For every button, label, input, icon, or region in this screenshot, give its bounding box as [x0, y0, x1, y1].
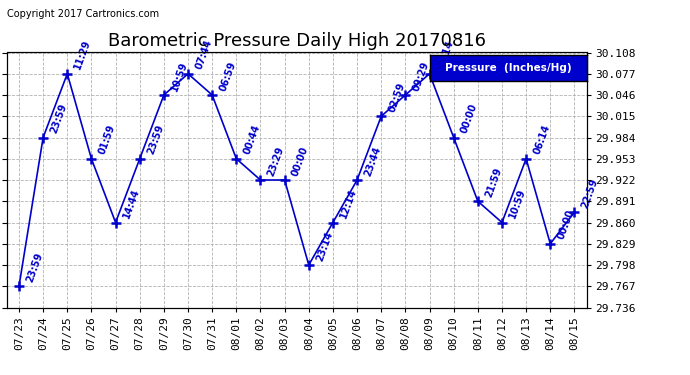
Text: 23:14: 23:14 — [315, 230, 335, 262]
Text: 10:59: 10:59 — [508, 187, 528, 220]
Text: 14:44: 14:44 — [121, 187, 141, 220]
Text: 01:59: 01:59 — [97, 123, 117, 156]
Text: 10:59: 10:59 — [170, 60, 190, 92]
Text: 23:59: 23:59 — [49, 102, 69, 135]
Text: 11:29: 11:29 — [73, 38, 93, 71]
Text: 12:14: 12:14 — [339, 187, 359, 220]
Text: 07:44: 07:44 — [194, 38, 214, 71]
Text: 21:59: 21:59 — [484, 166, 504, 198]
Text: Copyright 2017 Cartronics.com: Copyright 2017 Cartronics.com — [7, 9, 159, 20]
Text: 22:59: 22:59 — [580, 177, 600, 210]
Title: Barometric Pressure Daily High 20170816: Barometric Pressure Daily High 20170816 — [108, 32, 486, 50]
Text: 23:44: 23:44 — [363, 145, 383, 177]
Text: 00:00: 00:00 — [460, 102, 480, 135]
Text: 06:59: 06:59 — [218, 60, 238, 92]
Text: 23:29: 23:29 — [266, 145, 286, 177]
Text: 23:59: 23:59 — [25, 251, 45, 284]
Text: 00:00: 00:00 — [556, 209, 576, 241]
Text: 02:59: 02:59 — [387, 81, 407, 114]
Text: 23:59: 23:59 — [146, 123, 166, 156]
Text: 10:14: 10:14 — [435, 38, 455, 71]
Text: 00:44: 00:44 — [242, 123, 262, 156]
Text: 06:14: 06:14 — [532, 123, 552, 156]
Text: 09:29: 09:29 — [411, 60, 431, 92]
Text: 00:00: 00:00 — [290, 145, 310, 177]
